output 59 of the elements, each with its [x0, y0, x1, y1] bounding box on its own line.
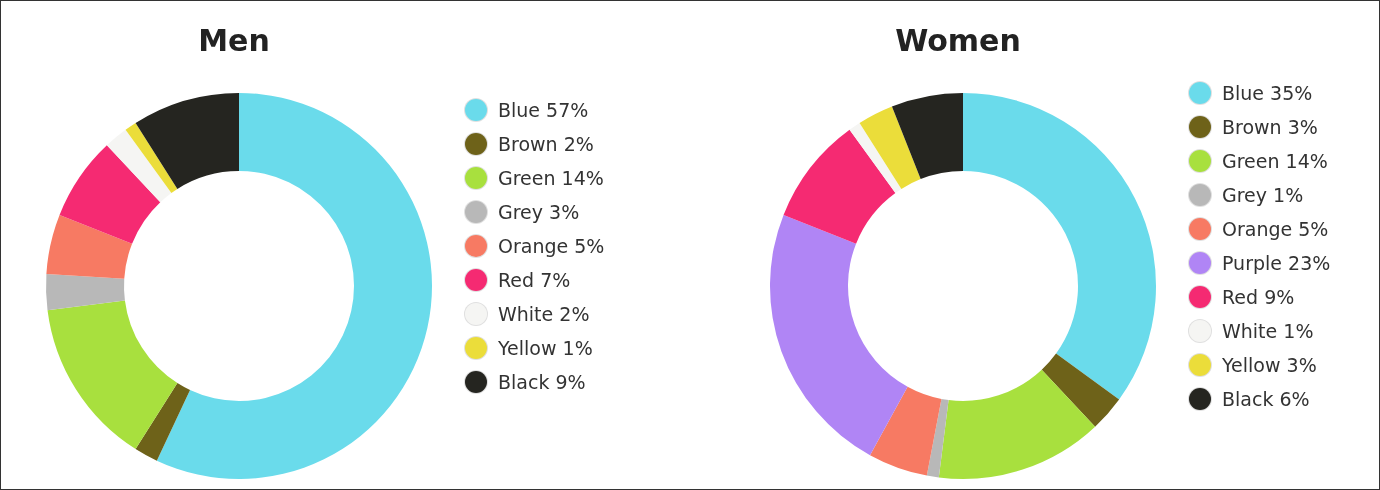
legend-label: Grey [498, 201, 544, 223]
donut-slice [46, 214, 133, 279]
data-label: 23% [1288, 252, 1331, 274]
data-label: 5% [1298, 218, 1329, 240]
donut-slice [963, 93, 1156, 400]
data-label: 5% [574, 235, 605, 257]
donut-slice [156, 93, 432, 479]
donut-slice [849, 123, 902, 193]
data-label: 9% [1264, 286, 1295, 308]
donut-slice [46, 273, 125, 311]
legend-label: Green [1222, 150, 1280, 172]
data-label: 3% [1287, 116, 1318, 138]
data-label: 1% [562, 337, 593, 359]
legend-label: Brown [498, 133, 558, 155]
chart-title: Women [894, 23, 1022, 58]
chart-title: Men [197, 23, 271, 58]
donut-slice [59, 145, 161, 244]
legend-label: Red [1222, 286, 1259, 308]
data-label: 2% [563, 133, 594, 155]
data-label: 57% [546, 99, 589, 121]
donut-slice [870, 386, 942, 476]
data-label: 1% [1273, 184, 1304, 206]
legend-label: Yellow [498, 337, 557, 359]
donut-slice [926, 398, 949, 478]
legend-label: Black [1222, 388, 1274, 410]
donut-slice [938, 369, 1096, 479]
legend-label: Blue [498, 99, 541, 121]
data-label: 14% [561, 167, 604, 189]
legend-label: Brown [1222, 116, 1282, 138]
data-label: 14% [1285, 150, 1328, 172]
legend-label: Red [498, 269, 535, 291]
donut-slice [770, 214, 908, 456]
data-label: 6% [1279, 388, 1310, 410]
donut-slice [135, 383, 191, 461]
data-label: 7% [540, 269, 571, 291]
data-label: 1% [1283, 320, 1314, 342]
donut-slice [135, 93, 239, 189]
donut-slice [1041, 353, 1120, 427]
donut-slice [891, 93, 963, 180]
data-label: 35% [1270, 82, 1313, 104]
donut-slice [47, 300, 178, 449]
donut-slice [783, 129, 896, 244]
legend-label: Yellow [1222, 354, 1281, 376]
donut-slice [859, 106, 921, 189]
legend-label: Orange [1222, 218, 1293, 240]
data-label: 2% [559, 303, 590, 325]
donut-slice [106, 129, 172, 203]
donut-slice [125, 123, 178, 193]
legend-label: Blue [1222, 82, 1265, 104]
legend-label: Black [498, 371, 550, 393]
legend-label: Green [498, 167, 556, 189]
legend-label: White [1222, 320, 1278, 342]
legend-label: Grey [1222, 184, 1268, 206]
data-label: 3% [1286, 354, 1317, 376]
data-label: 3% [549, 201, 580, 223]
legend-label: Purple [1222, 252, 1283, 274]
legend-label: White [498, 303, 554, 325]
legend-label: Orange [498, 235, 569, 257]
data-label: 9% [555, 371, 586, 393]
